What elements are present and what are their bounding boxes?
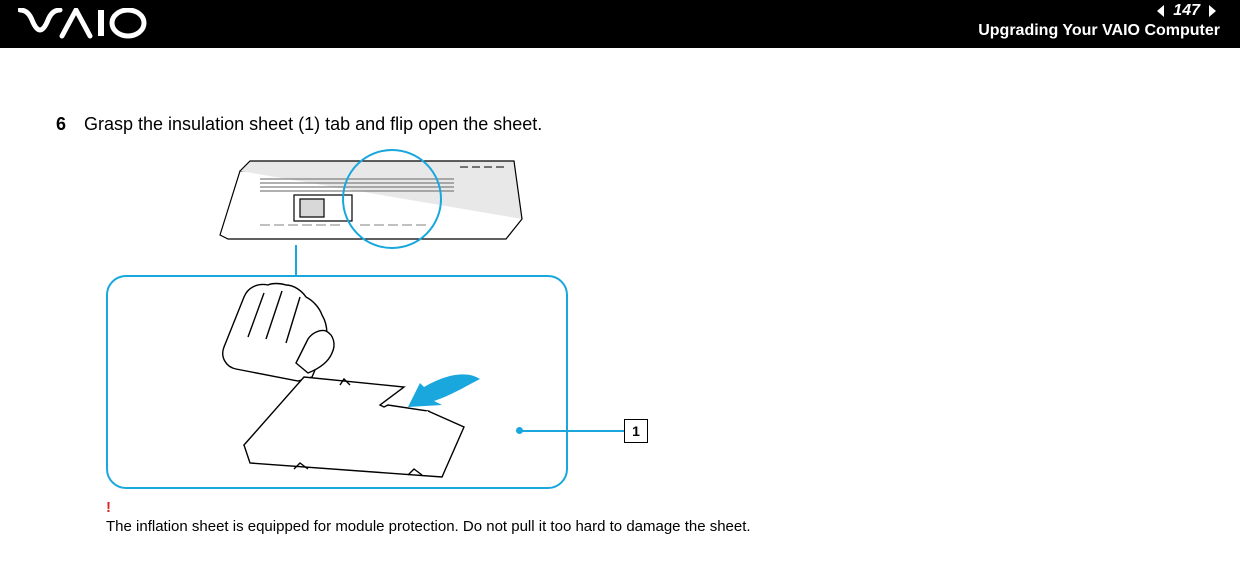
vaio-logo: [18, 6, 158, 42]
prev-page-arrow-icon[interactable]: [1153, 3, 1169, 19]
warning-note: ! The inflation sheet is equipped for mo…: [106, 499, 1184, 535]
flip-arrow-icon: [408, 374, 480, 407]
page-navigation: 147: [1153, 2, 1220, 20]
page-header: 147 Upgrading Your VAIO Computer: [0, 0, 1240, 48]
callout-label-number: 1: [624, 419, 648, 443]
laptop-underside-figure: [200, 155, 530, 249]
next-page-arrow-icon[interactable]: [1204, 3, 1220, 19]
page-content: 6 Grasp the insulation sheet (1) tab and…: [0, 48, 1240, 535]
detail-panel: 1: [106, 275, 568, 489]
callout-circle: [342, 149, 442, 249]
step-text: Grasp the insulation sheet (1) tab and f…: [84, 114, 542, 135]
callout-label-leader: [520, 430, 624, 432]
step-number: 6: [56, 114, 84, 135]
callout-label: 1: [520, 419, 648, 443]
instruction-step: 6 Grasp the insulation sheet (1) tab and…: [56, 114, 1184, 135]
callout-leader-line: [295, 245, 297, 275]
warning-mark-icon: !: [106, 499, 1184, 516]
illustration-area: 1: [106, 155, 626, 489]
page-number: 147: [1173, 2, 1200, 20]
warning-text: The inflation sheet is equipped for modu…: [106, 518, 751, 535]
section-title: Upgrading Your VAIO Computer: [978, 22, 1220, 40]
